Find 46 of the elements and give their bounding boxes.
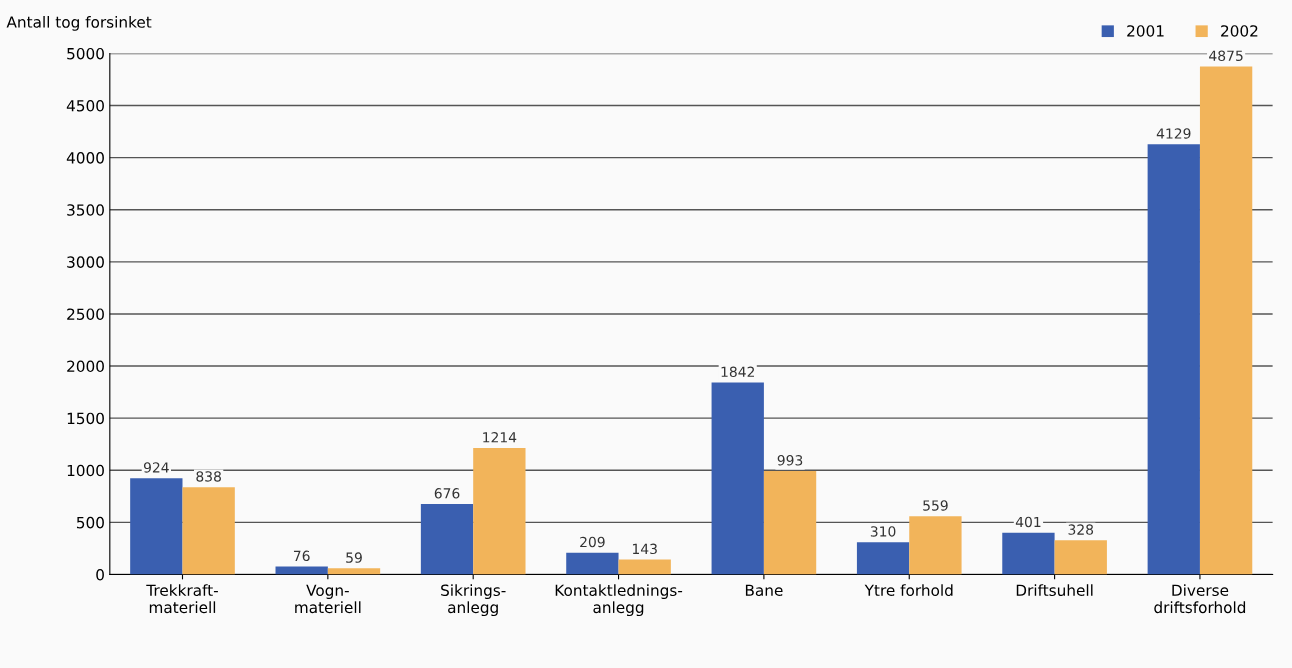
bar [1199,66,1253,575]
data-label: 1842 [721,366,755,378]
bar [327,568,381,575]
bar [1002,532,1055,575]
bar [182,487,235,575]
y-tick-label: 2000 [67,360,104,373]
data-label: 559 [923,500,948,511]
bar [1054,540,1107,575]
x-tick-label: Ytre forhold [864,584,953,597]
data-label: 1214 [483,432,517,443]
bar [763,471,817,575]
x-tick-label: Driftsuhell [1016,584,1093,597]
data-label: 143 [632,543,657,555]
y-tick-label: 5000 [67,47,104,60]
data-label: 401 [1015,516,1041,528]
data-label: 4875 [1209,50,1243,61]
data-label: 209 [580,536,605,548]
x-tick-label: Trekkraft- materiell [146,584,218,614]
legend-label: 2001 [1127,25,1164,37]
bar [130,478,183,575]
data-label: 310 [870,526,896,537]
y-tick-label: 1000 [67,464,104,477]
data-label: 993 [777,455,803,466]
x-tick-label: Kontaktlednings- anlegg [555,584,683,617]
y-tick-label: 2500 [67,308,104,320]
x-tick-label: Vogn- materiell [295,584,361,614]
data-label: 838 [196,471,221,482]
data-label: 676 [434,488,460,499]
y-tick-label: 4500 [66,100,104,112]
y-tick-label: 1500 [67,412,104,425]
data-label: 4129 [1156,128,1191,139]
y-tick-label: 4000 [66,152,104,164]
data-label: 328 [1068,524,1094,535]
y-axis-title: Antall tog forsinket [6,15,152,31]
y-tick-label: 500 [76,516,104,529]
data-label: 59 [346,552,362,563]
data-label: 924 [143,462,169,473]
x-tick-label: Diverse driftsforhold [1154,584,1246,614]
y-tick-label: 3000 [67,256,104,268]
y-tick-label: 0 [96,568,104,581]
legend-label: 2002 [1221,25,1258,37]
x-tick-label: Bane [745,584,783,597]
data-label: 76 [293,550,310,562]
x-tick-label: Sikrings- anlegg [441,584,506,617]
bar [711,382,764,575]
y-tick-label: 3500 [67,204,104,216]
